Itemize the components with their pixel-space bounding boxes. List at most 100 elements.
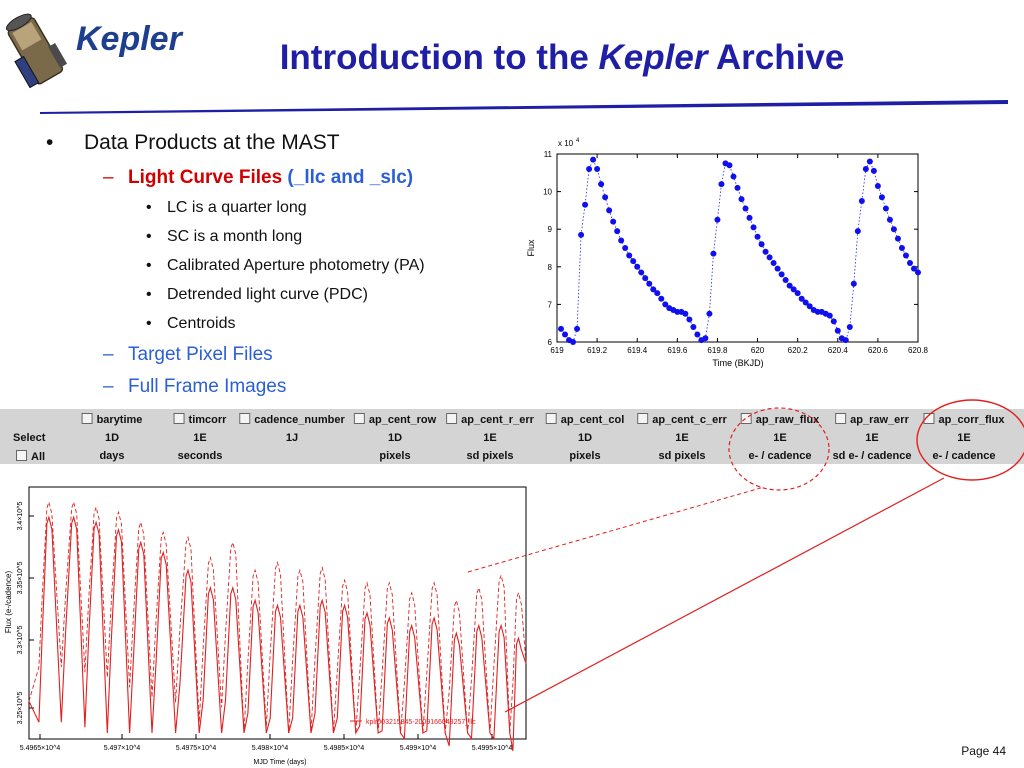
x-tick-label: 620 — [751, 346, 765, 355]
data-point — [862, 166, 869, 173]
data-point — [886, 216, 893, 223]
data-point — [606, 207, 613, 214]
x-tick-label: 620.8 — [908, 346, 929, 355]
series-solid — [28, 515, 527, 751]
data-point — [630, 258, 637, 265]
x-axis-label: Time (BKJD) — [712, 358, 763, 368]
scale-exponent: 4 — [576, 138, 580, 144]
data-point — [558, 325, 565, 332]
data-point — [754, 233, 761, 240]
data-point — [706, 310, 713, 317]
y-tick-label: 3.25×10^5 — [17, 692, 24, 725]
x-tick-label: 5.4975×10^4 — [176, 745, 217, 752]
data-point — [802, 299, 809, 306]
data-point — [894, 235, 901, 242]
x-axis-label: MJD Time (days) — [254, 759, 307, 766]
sub-bullet: SC is a month long — [167, 228, 303, 245]
data-point — [614, 228, 621, 235]
column-format: 1E — [957, 432, 971, 444]
data-point — [882, 205, 889, 212]
column-checkbox-ap_corr_flux[interactable]: ap_corr_flux — [923, 413, 1005, 426]
checkbox-icon — [81, 413, 93, 424]
column-format: 1E — [865, 432, 879, 444]
series-dashed — [28, 500, 527, 734]
data-point — [574, 325, 581, 332]
data-point — [690, 323, 697, 330]
column-unit: pixels — [379, 450, 411, 462]
y-tick-label: 11 — [544, 150, 553, 159]
bullet-full-frame-images: Full Frame Images — [128, 376, 287, 397]
column-checkbox-barytime[interactable]: barytime — [81, 413, 143, 426]
data-point — [734, 184, 741, 191]
data-point — [910, 265, 917, 272]
data-point — [638, 269, 645, 276]
data-point — [718, 181, 725, 188]
column-name: ap_raw_err — [850, 414, 909, 426]
data-point — [642, 275, 649, 282]
y-tick-label: 3.4×10^5 — [17, 502, 24, 531]
select-all-checkbox[interactable]: All — [16, 450, 45, 463]
callout-line-solid — [504, 477, 945, 713]
data-point — [610, 218, 617, 225]
column-format: 1E — [675, 432, 689, 444]
legend-label: kplr003215845-2009166043257_llc — [366, 719, 476, 726]
column-checkbox-ap_raw_flux[interactable]: ap_raw_flux — [740, 413, 819, 426]
data-point — [726, 162, 733, 169]
data-point — [746, 214, 753, 221]
checkbox-icon — [740, 413, 752, 424]
y-tick-label: 10 — [543, 188, 552, 197]
column-name: ap_corr_flux — [938, 414, 1005, 426]
data-point — [798, 295, 805, 302]
data-point — [602, 194, 609, 201]
data-point — [878, 194, 885, 201]
data-point — [694, 331, 701, 338]
data-point — [846, 323, 853, 330]
data-point — [806, 303, 813, 310]
column-unit: e- / cadence — [932, 450, 996, 462]
checkbox-icon — [173, 413, 185, 424]
column-name: ap_cent_r_err — [461, 414, 534, 426]
data-point — [834, 327, 841, 334]
column-format: 1J — [285, 432, 299, 444]
data-point — [778, 271, 785, 278]
column-format: 1D — [104, 432, 120, 444]
data-point — [898, 245, 905, 251]
column-checkbox-ap_cent_col[interactable]: ap_cent_col — [545, 413, 624, 426]
data-point — [598, 181, 605, 188]
column-checkbox-timcorr[interactable]: timcorr — [173, 413, 226, 426]
data-point — [782, 276, 789, 283]
data-point — [578, 231, 585, 238]
data-point — [590, 156, 597, 163]
scale-multiplier: x 10 — [558, 139, 574, 148]
x-tick-label: 619.2 — [587, 346, 608, 355]
bullet-target-pixel-files: Target Pixel Files — [128, 344, 273, 365]
sub-bullet: Centroids — [167, 315, 236, 332]
data-point — [686, 316, 693, 323]
flux-scatter-chart: 619 619.2 619.4 619.6 619.8 620 620.2 620.4 620.… — [526, 138, 929, 368]
y-tick-label: 7 — [548, 300, 553, 309]
column-name: barytime — [96, 414, 143, 426]
column-checkbox-ap_raw_err[interactable]: ap_raw_err — [835, 413, 909, 426]
column-checkbox-cadence_number[interactable]: cadence_number — [239, 413, 345, 426]
sub-bullet: LC is a quarter long — [167, 199, 307, 216]
data-point — [634, 263, 641, 270]
column-unit: sd e- / cadence — [832, 450, 912, 462]
checkbox-icon — [923, 413, 935, 424]
data-point — [874, 182, 881, 189]
y-tick-label: 3.35×10^5 — [17, 562, 24, 595]
dash-icon: – — [103, 376, 114, 397]
x-tick-label: 620.4 — [828, 346, 849, 355]
x-tick-label: 620.6 — [868, 346, 889, 355]
column-checkbox-ap_cent_row[interactable]: ap_cent_row — [353, 413, 436, 426]
select-label: Select — [13, 432, 46, 444]
column-unit: days — [99, 450, 125, 462]
column-checkbox-ap_cent_r_err[interactable]: ap_cent_r_err — [446, 413, 534, 426]
column-checkbox-ap_cent_c_err[interactable]: ap_cent_c_err — [637, 413, 727, 426]
flux-trace-line — [560, 158, 919, 343]
data-point — [626, 252, 633, 259]
checkbox-icon — [637, 413, 649, 424]
column-unit: seconds — [177, 450, 223, 462]
fits-column-table: Select All barytime 1D days timcorr 1E seconds c… — [0, 409, 1024, 464]
x-tick-label: 5.498×10^4 — [252, 745, 289, 752]
data-point — [850, 280, 857, 287]
